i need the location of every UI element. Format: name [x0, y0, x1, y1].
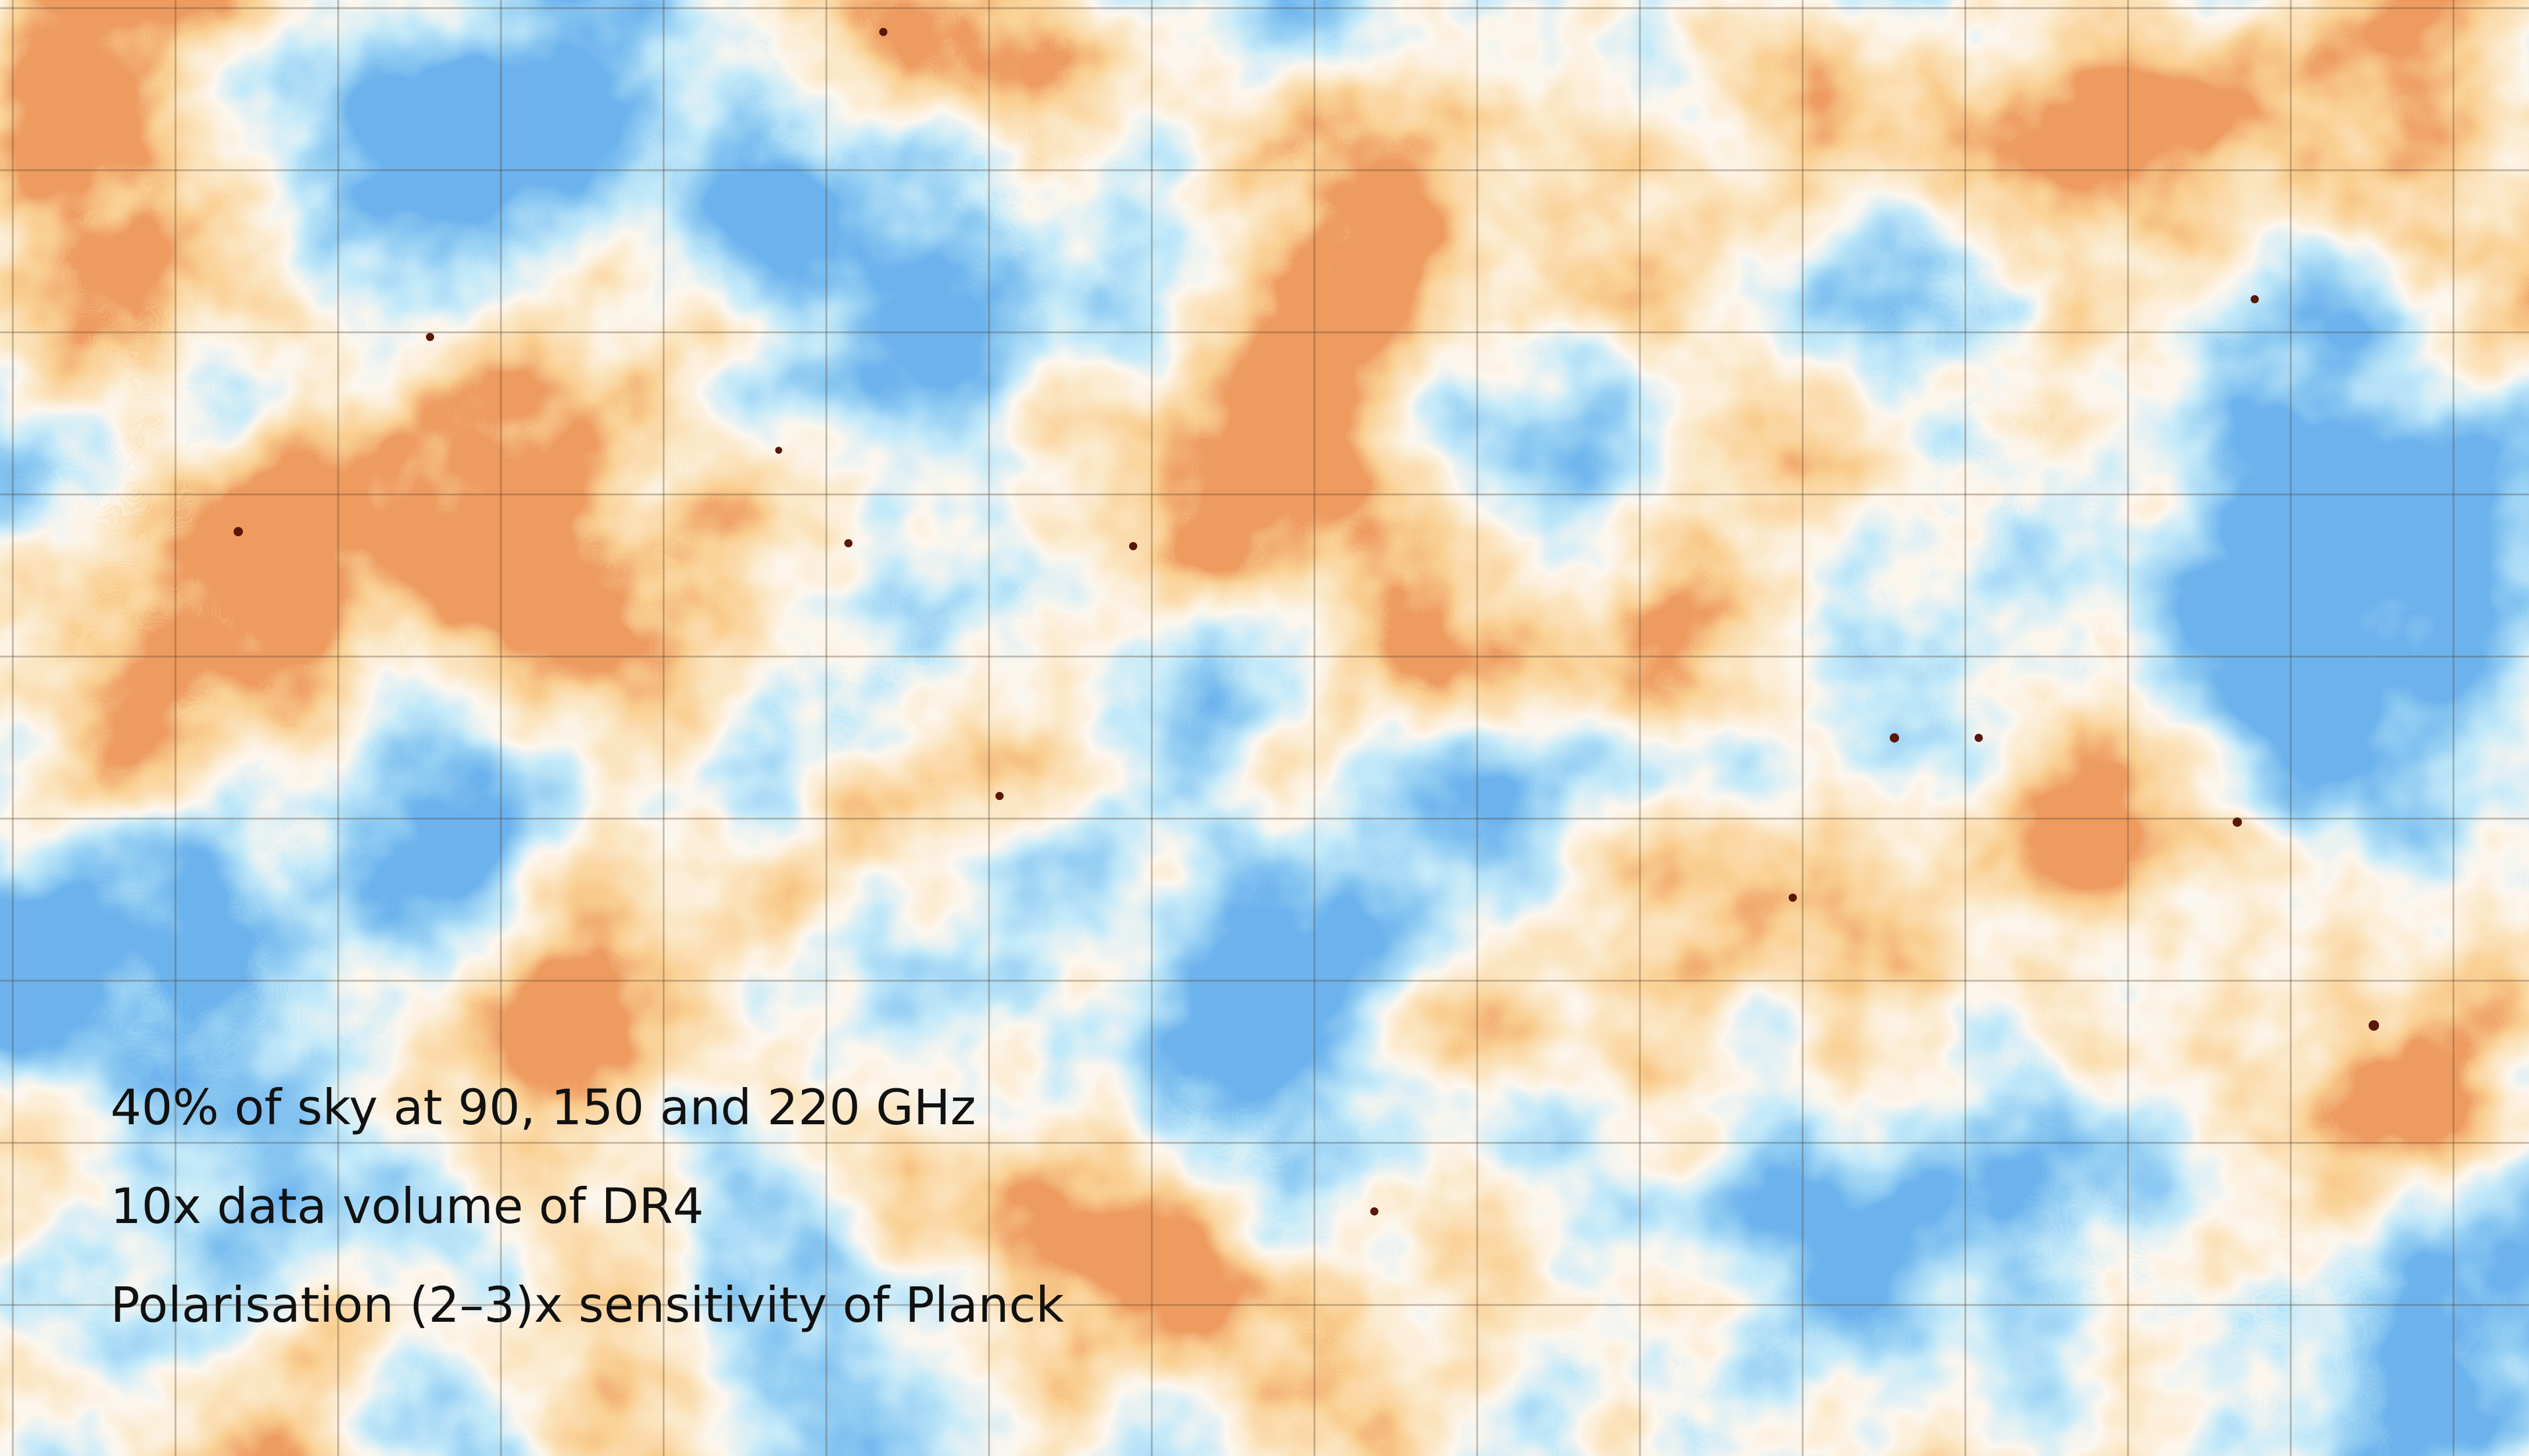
cmb-map — [0, 0, 2529, 1456]
caption-line: Polarisation (2–3)x sensitivity of Planc… — [110, 1276, 1064, 1333]
caption-line: 10x data volume of DR4 — [110, 1178, 704, 1235]
caption-line: 40% of sky at 90, 150 and 220 GHz — [110, 1079, 976, 1136]
page: {"caption": {"lines": ["40% of sky at 90… — [0, 0, 2529, 1456]
sky-map-slide: 40% of sky at 90, 150 and 220 GHz 10x da… — [0, 0, 2529, 1456]
